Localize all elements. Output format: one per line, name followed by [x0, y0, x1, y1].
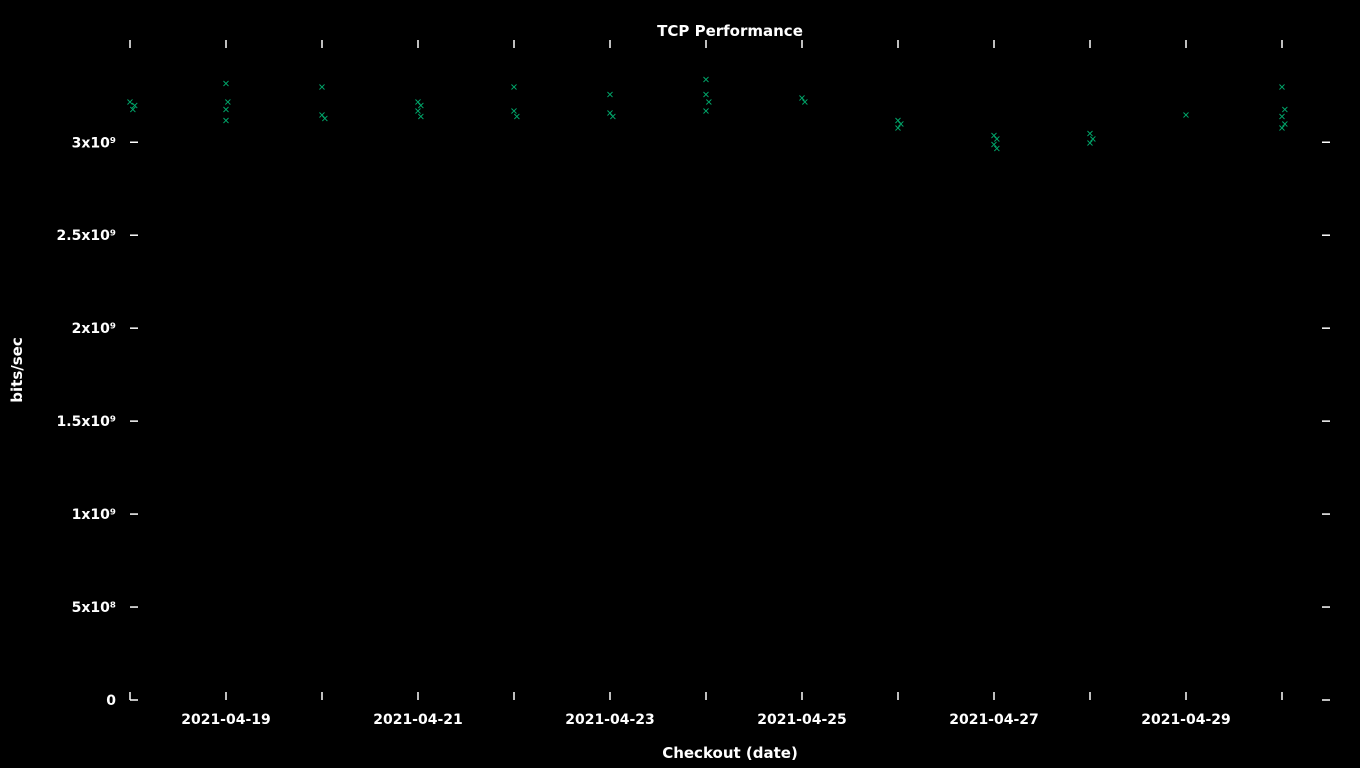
data-point: ✕ [993, 141, 1000, 155]
scatter-points: ✕✕✕✕✕✕✕✕✕✕✕✕✕✕✕✕✕✕✕✕✕✕✕✕✕✕✕✕✕✕✕✕✕✕✕✕✕✕✕✕… [126, 72, 1288, 155]
data-point: ✕ [222, 113, 229, 127]
y-tick-label: 2x10⁹ [72, 321, 116, 337]
x-tick-label: 2021-04-29 [1141, 712, 1231, 728]
x-axis-label: Checkout (date) [662, 744, 798, 762]
data-point: ✕ [510, 79, 517, 93]
data-point: ✕ [1278, 120, 1285, 134]
y-tick-label: 5x10⁸ [72, 600, 116, 616]
data-point: ✕ [894, 120, 901, 134]
y-tick-label: 2.5x10⁹ [57, 228, 116, 244]
data-point: ✕ [702, 104, 709, 118]
data-point: ✕ [222, 76, 229, 90]
data-point: ✕ [702, 72, 709, 86]
data-point: ✕ [1086, 135, 1093, 149]
data-point: ✕ [513, 109, 520, 123]
x-tick-label: 2021-04-19 [181, 712, 271, 728]
data-point: ✕ [1278, 79, 1285, 93]
data-point: ✕ [131, 98, 138, 112]
data-point: ✕ [417, 109, 424, 123]
x-tick-label: 2021-04-21 [373, 712, 463, 728]
data-point: ✕ [321, 111, 328, 125]
x-tick-label: 2021-04-25 [757, 712, 847, 728]
data-point: ✕ [801, 94, 808, 108]
x-axis-ticks: 2021-04-19 2021-04-21 2021-04-23 2021-04-25… [130, 40, 1282, 728]
tcp-performance-chart: TCP Performance bits/sec Checkout (date)… [0, 0, 1360, 768]
y-tick-label: 1.5x10⁹ [57, 414, 116, 430]
x-tick-label: 2021-04-27 [949, 712, 1039, 728]
y-tick-label: 1x10⁹ [72, 507, 116, 523]
data-point: ✕ [1182, 107, 1189, 121]
y-tick-label: 3x10⁹ [72, 135, 116, 151]
y-axis-label: bits/sec [8, 337, 26, 402]
y-tick-label: 0 [106, 693, 116, 709]
data-point: ✕ [609, 109, 616, 123]
y-axis-ticks: 0 5x10⁸ 1x10⁹ 1.5x10⁹ 2x10⁹ 2.5x10⁹ 3x10⁹ [57, 135, 1330, 709]
chart-title: TCP Performance [657, 22, 803, 40]
data-point: ✕ [318, 79, 325, 93]
data-point: ✕ [606, 87, 613, 101]
chart-svg: TCP Performance bits/sec Checkout (date)… [0, 0, 1360, 768]
x-tick-label: 2021-04-23 [565, 712, 655, 728]
